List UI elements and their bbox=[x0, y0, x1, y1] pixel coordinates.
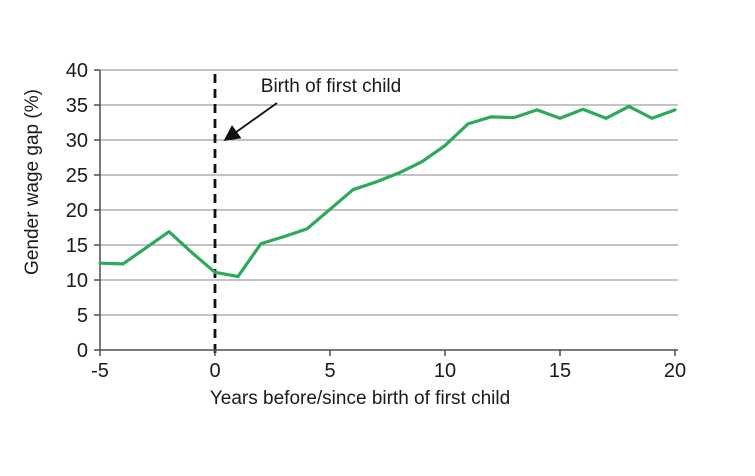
y-tick-label: 25 bbox=[66, 165, 88, 187]
y-tick-label: 5 bbox=[77, 305, 88, 327]
y-tick-label: 40 bbox=[66, 60, 88, 82]
y-tick-label: 10 bbox=[66, 270, 88, 292]
y-tick-label: 30 bbox=[66, 130, 88, 152]
annotation-label: Birth of first child bbox=[260, 76, 402, 97]
x-axis-title: Years before/since birth of first child bbox=[209, 388, 511, 409]
x-tick-label: 10 bbox=[434, 360, 456, 382]
x-tick-label: 15 bbox=[549, 360, 571, 382]
y-tick-label: 20 bbox=[66, 200, 88, 222]
y-tick-label: 0 bbox=[77, 340, 88, 362]
wage-gap-line bbox=[98, 104, 677, 279]
y-tick-label: 15 bbox=[66, 235, 88, 257]
x-tick-label: 20 bbox=[664, 360, 686, 382]
x-tick-label: 0 bbox=[209, 360, 220, 382]
annotation-arrow bbox=[223, 102, 278, 142]
y-tick-label: 35 bbox=[66, 95, 88, 117]
y-axis-title: Gender wage gap (%) bbox=[22, 89, 43, 275]
x-tick-label: -5 bbox=[91, 360, 109, 382]
x-tick-label: 5 bbox=[324, 360, 335, 382]
